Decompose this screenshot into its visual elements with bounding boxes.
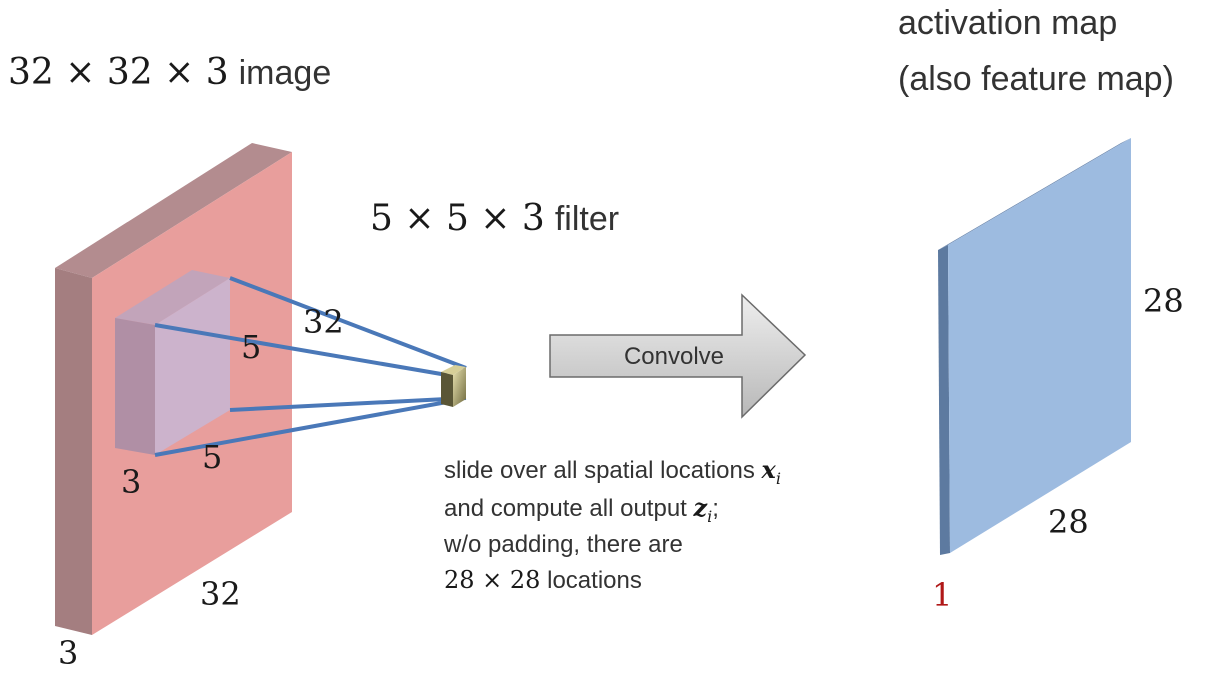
convolve-label: Convolve [624, 343, 724, 370]
input-volume-top [55, 143, 292, 278]
image-title: 32 × 32 × 3 image [8, 52, 331, 93]
arrow-shape [549, 293, 807, 419]
activation-map [938, 138, 1131, 555]
output-width-label: 28 [1048, 503, 1089, 541]
output-height-label: 28 [1143, 282, 1184, 320]
convolve-arrow: Convolve [549, 293, 807, 419]
activation-map-top [938, 138, 1131, 250]
input-depth-label: 3 [58, 634, 78, 670]
projection-lines [154, 276, 467, 457]
receptive-field-face [155, 278, 230, 455]
description-line-3: w/o padding, there are [443, 531, 683, 558]
activation-map-face [948, 138, 1131, 553]
description-line-2: and compute all output zi; [444, 493, 719, 526]
input-volume-side [55, 268, 92, 635]
input-height-label: 32 [200, 575, 241, 613]
filter-box [441, 365, 466, 407]
receptive-field-side [115, 318, 155, 455]
input-width-label: 32 [303, 303, 344, 341]
activation-map-title: activation map [898, 4, 1117, 42]
projection-line-bottom [154, 400, 448, 457]
filter-width-label: 5 [241, 328, 261, 366]
activation-map-side [938, 245, 950, 555]
filter-box-face [453, 367, 466, 407]
filter-box-side [441, 372, 453, 407]
receptive-field [115, 270, 230, 455]
filter-box-top [441, 365, 466, 375]
filter-height-label: 5 [202, 438, 222, 476]
output-depth-label: 1 [932, 576, 952, 614]
projection-line-lower [229, 396, 467, 412]
projection-line-top [229, 276, 467, 370]
filter-title: 5 × 5 × 3 filter [370, 198, 619, 239]
description-block: slide over all spatial locations xi and … [443, 455, 781, 594]
description-line-1: slide over all spatial locations xi [444, 455, 781, 488]
receptive-field-top [115, 270, 230, 325]
feature-map-subtitle: (also feature map) [898, 60, 1174, 98]
description-line-4: 28 × 28 locations [444, 566, 642, 594]
filter-depth-label: 3 [121, 463, 141, 501]
projection-line-upper [154, 323, 448, 377]
